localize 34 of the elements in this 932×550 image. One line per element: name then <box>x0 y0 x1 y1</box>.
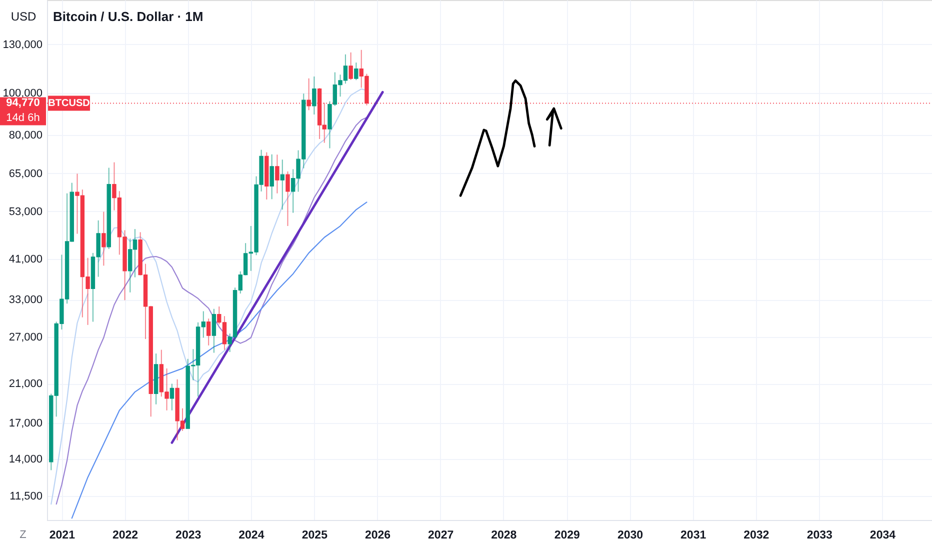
y-axis-title: USD <box>10 10 36 24</box>
x-tick-label: 2029 <box>554 530 580 542</box>
x-tick-label: 2027 <box>428 530 454 542</box>
text: Bitcoin / U.S. Dollar · 1M <box>53 9 204 24</box>
line-series <box>459 79 536 197</box>
y-tick-label: 14,000 <box>8 454 42 466</box>
line-series <box>71 202 368 519</box>
y-tick-label: 80,000 <box>8 129 42 142</box>
text: Z <box>20 529 27 541</box>
text: 14d 6h <box>6 112 40 124</box>
ref-line-label: 94,770 <box>6 97 40 110</box>
y-tick-label: 11,500 <box>10 490 42 502</box>
x-tick-label: 2034 <box>870 530 896 542</box>
x-tick-label: 2031 <box>680 530 707 542</box>
line-series <box>546 107 562 146</box>
x-tick-label: 2024 <box>238 530 265 542</box>
x-tick-label: 2025 <box>302 530 328 542</box>
y-tick-label: 27,000 <box>8 331 42 344</box>
x-tick-label: 2028 <box>491 530 518 542</box>
y-tick-label: 65,000 <box>8 168 42 180</box>
annotation: BTCUSD <box>48 98 90 110</box>
x-tick-label: 2021 <box>49 530 76 542</box>
x-tick-label: 2026 <box>364 530 391 542</box>
x-tick-label: 2023 <box>176 530 202 542</box>
y-tick-label: 53,000 <box>8 206 42 218</box>
y-tick-label: 17,000 <box>8 418 42 430</box>
x-tick-label: 2030 <box>617 530 644 542</box>
x-tick-label: 2022 <box>112 530 138 542</box>
y-tick-label: 130,000 <box>2 38 42 51</box>
x-tick-label: 2032 <box>744 530 770 542</box>
y-tick-label: 33,000 <box>8 294 42 306</box>
y-tick-label: 41,000 <box>8 254 42 266</box>
x-tick-label: 2033 <box>806 530 832 542</box>
y-tick-label: 21,000 <box>8 378 42 390</box>
